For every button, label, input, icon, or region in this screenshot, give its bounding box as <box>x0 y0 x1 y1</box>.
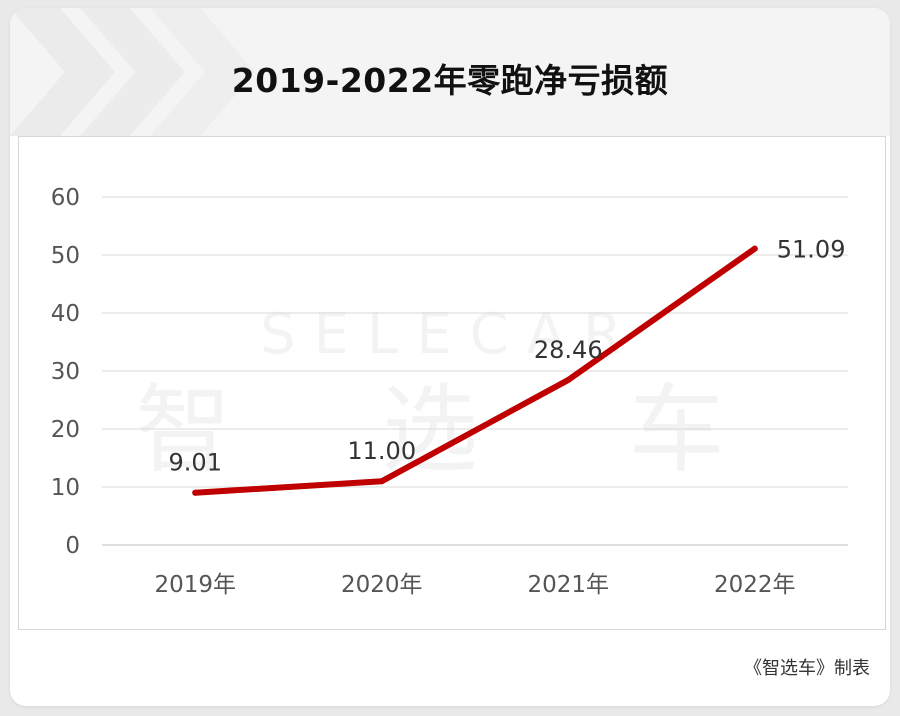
series-line <box>192 245 758 496</box>
data-label: 28.46 <box>534 336 603 364</box>
data-label: 11.00 <box>347 437 416 465</box>
x-tick-label: 2022年 <box>714 572 796 598</box>
grid-lines <box>102 196 848 546</box>
chevron-decoration-icon <box>10 8 255 136</box>
y-tick-label: 30 <box>51 359 80 385</box>
data-label: 9.01 <box>169 449 222 477</box>
watermark: SELECAR 智 选 车 <box>135 302 784 486</box>
header-banner: 2019-2022年零跑净亏损额 <box>10 8 890 136</box>
y-tick-label: 60 <box>51 185 80 211</box>
chart-title: 2019-2022年零跑净亏损额 <box>231 61 669 100</box>
y-axis-ticks: 0 10 20 30 40 50 60 <box>51 185 80 559</box>
footer-credit: 《智选车》制表 <box>744 658 870 679</box>
plot-area <box>18 136 886 630</box>
x-tick-label: 2020年 <box>341 572 423 598</box>
data-labels: 9.01 11.00 28.46 51.09 <box>169 236 846 477</box>
y-tick-label: 20 <box>51 417 80 443</box>
y-tick-label: 10 <box>51 475 80 501</box>
x-tick-label: 2021年 <box>527 572 609 598</box>
y-tick-label: 0 <box>65 533 80 559</box>
chart-card: 2019-2022年零跑净亏损额 SELECAR 智 选 车 0 10 20 30 40… <box>10 8 890 706</box>
x-tick-label: 2019年 <box>154 572 236 598</box>
data-point <box>378 478 385 485</box>
y-tick-label: 40 <box>51 301 80 327</box>
data-point <box>751 245 758 252</box>
data-point <box>565 376 572 383</box>
y-tick-label: 50 <box>51 243 80 269</box>
watermark-text: 智 选 车 <box>135 374 784 486</box>
data-point <box>192 489 199 496</box>
series-layer <box>192 245 758 496</box>
x-axis-ticks: 2019年 2020年 2021年 2022年 <box>154 572 795 598</box>
data-label: 51.09 <box>777 236 846 264</box>
